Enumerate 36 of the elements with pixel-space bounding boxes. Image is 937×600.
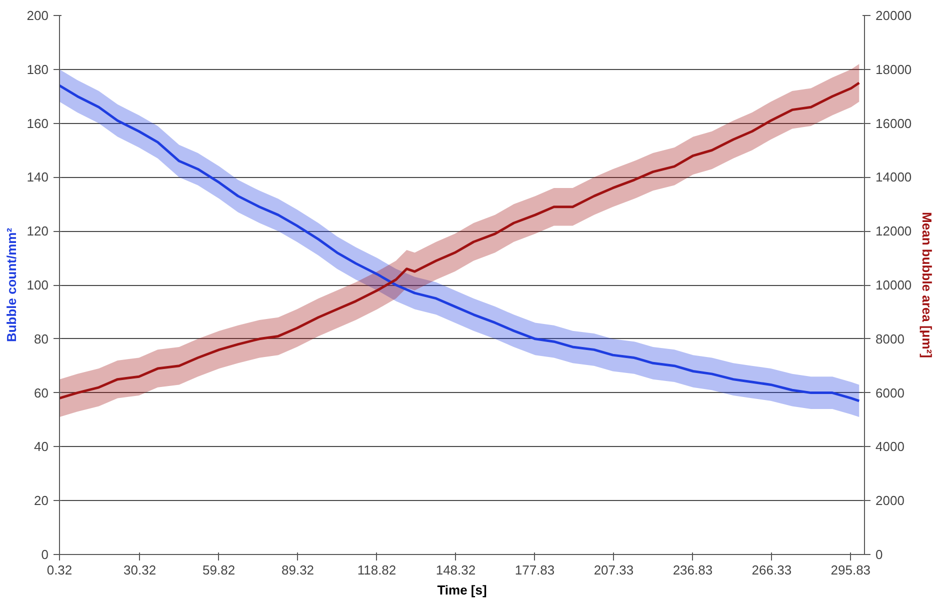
x-tick-label: 236.83 bbox=[672, 562, 713, 578]
y-tick-label: 200 bbox=[26, 8, 49, 23]
x-tick-label: 30.32 bbox=[124, 562, 156, 578]
y2-tick-label: 4000 bbox=[876, 439, 904, 454]
y2-axis-title: Mean bubble area [μm²] bbox=[920, 212, 935, 358]
x-tick-label: 295.83 bbox=[830, 562, 871, 578]
y2-tick-label: 6000 bbox=[876, 385, 904, 400]
y-tick-label: 0 bbox=[41, 547, 49, 562]
y-tick-label: 160 bbox=[26, 116, 49, 131]
y2-tick-label: 2000 bbox=[876, 493, 904, 508]
y-tick-label: 60 bbox=[34, 385, 49, 400]
y2-tick-label: 16000 bbox=[876, 116, 912, 131]
y2-tick-label: 10000 bbox=[876, 278, 912, 292]
y-tick-label: 40 bbox=[34, 439, 49, 454]
x-tick-label: 118.82 bbox=[357, 562, 396, 578]
x-axis-title: Time [s] bbox=[437, 582, 487, 598]
y-tick-label: 140 bbox=[26, 170, 49, 185]
y-tick-label: 120 bbox=[26, 224, 49, 239]
y-tick-label: 180 bbox=[26, 62, 49, 77]
y-tick-label: 80 bbox=[34, 331, 49, 346]
x-tick-label: 89.32 bbox=[282, 562, 314, 578]
y2-tick-label: 20000 bbox=[876, 8, 912, 23]
y-axis-title: Bubble count/mm² bbox=[4, 227, 19, 342]
y2-tick-label: 18000 bbox=[876, 62, 912, 77]
y2-tick-label: 8000 bbox=[876, 331, 904, 346]
y2-tick-label: 14000 bbox=[876, 170, 912, 185]
y-tick-label: 100 bbox=[26, 278, 49, 292]
x-tick-label: 177.83 bbox=[514, 562, 555, 578]
x-tick-label: 0.32 bbox=[46, 562, 72, 578]
x-tick-label: 148.32 bbox=[436, 562, 476, 578]
x-tick-label: 59.82 bbox=[202, 562, 236, 578]
y2-tick-label: 0 bbox=[876, 547, 883, 562]
y-tick-label: 20 bbox=[34, 493, 49, 508]
x-tick-label: 266.33 bbox=[752, 562, 792, 578]
x-tick-label: 207.33 bbox=[594, 562, 634, 578]
y2-tick-label: 12000 bbox=[876, 224, 912, 239]
